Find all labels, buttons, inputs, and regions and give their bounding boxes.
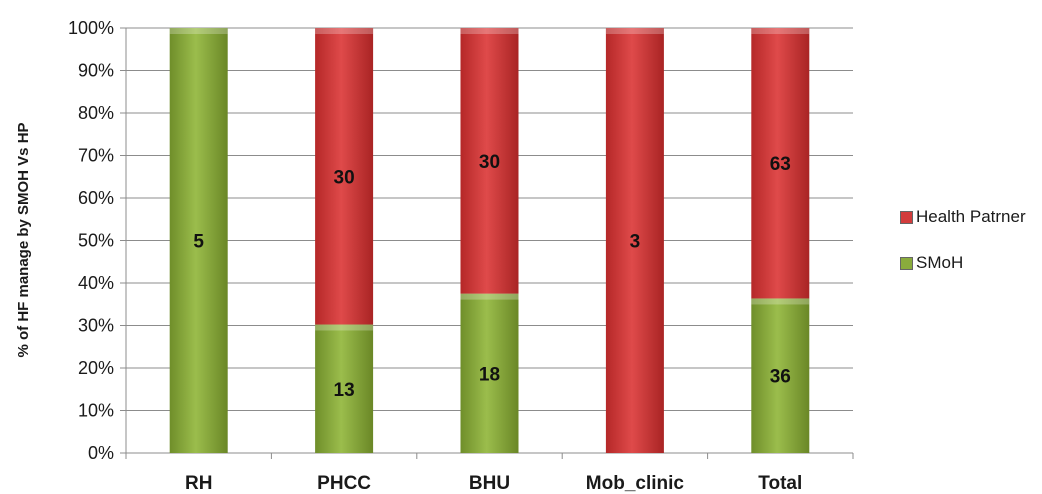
bar-segment-health-patrner [460, 28, 519, 294]
bar-segment-health-patrner [315, 28, 374, 325]
legend-swatch-red [900, 210, 913, 224]
y-axis-title: % of HF manage by SMOH Vs HP [15, 122, 32, 357]
bar-segment-health-patrner [751, 28, 810, 299]
bar-segment-highlight [315, 324, 374, 331]
data-label: 13 [334, 380, 355, 401]
y-tick-label: 30% [78, 316, 114, 336]
y-tick-label: 60% [78, 188, 114, 208]
y-tick-label: 0% [88, 443, 114, 463]
x-tick-label: Mob_clinic [586, 473, 685, 494]
bar-segment-highlight [460, 28, 519, 34]
bar-segment-highlight [751, 28, 810, 34]
y-tick-label: 80% [78, 103, 114, 123]
bar-segment-smoh [751, 298, 810, 453]
data-label: 3 [630, 232, 641, 253]
y-tick-label: 40% [78, 273, 114, 293]
legend-item-health-partner: Health Patrner [900, 207, 1026, 226]
y-tick-label: 50% [78, 231, 114, 251]
bar-segment-smoh [169, 28, 228, 453]
y-tick-label: 20% [78, 358, 114, 378]
legend: Health Patrner SMoH [900, 207, 1026, 300]
x-tick-label: BHU [469, 473, 510, 494]
data-label: 30 [479, 152, 500, 173]
data-labels: 5 13 30 18 30 3 36 63 [193, 152, 790, 401]
legend-item-smoh: SMoH [900, 253, 1026, 272]
data-label: 63 [770, 154, 791, 175]
y-tick-label: 10% [78, 401, 114, 421]
x-tick-label: Total [758, 473, 802, 494]
bars [169, 28, 810, 453]
bar-segment-highlight [315, 28, 374, 34]
bar-segment-highlight [751, 298, 810, 305]
y-tick-label: 70% [78, 146, 114, 166]
data-label: 36 [770, 367, 791, 388]
bar-segment-highlight [605, 28, 664, 34]
bar-segment-highlight [460, 293, 519, 300]
bar-segment-smoh [315, 324, 374, 453]
data-label: 5 [193, 232, 204, 253]
data-label: 18 [479, 364, 500, 385]
bar-segment-health-patrner [605, 28, 664, 453]
bar-segment-smoh [460, 293, 519, 453]
legend-label: SMoH [916, 253, 964, 272]
bar-segment-highlight [169, 28, 228, 34]
y-tick-label: 100% [68, 18, 114, 38]
x-tick-label: PHCC [317, 473, 371, 494]
x-tick-label: RH [185, 473, 212, 494]
y-tick-label: 90% [78, 61, 114, 81]
legend-swatch-green [900, 256, 913, 270]
legend-label: Health Patrner [916, 207, 1026, 226]
data-label: 30 [334, 167, 355, 188]
